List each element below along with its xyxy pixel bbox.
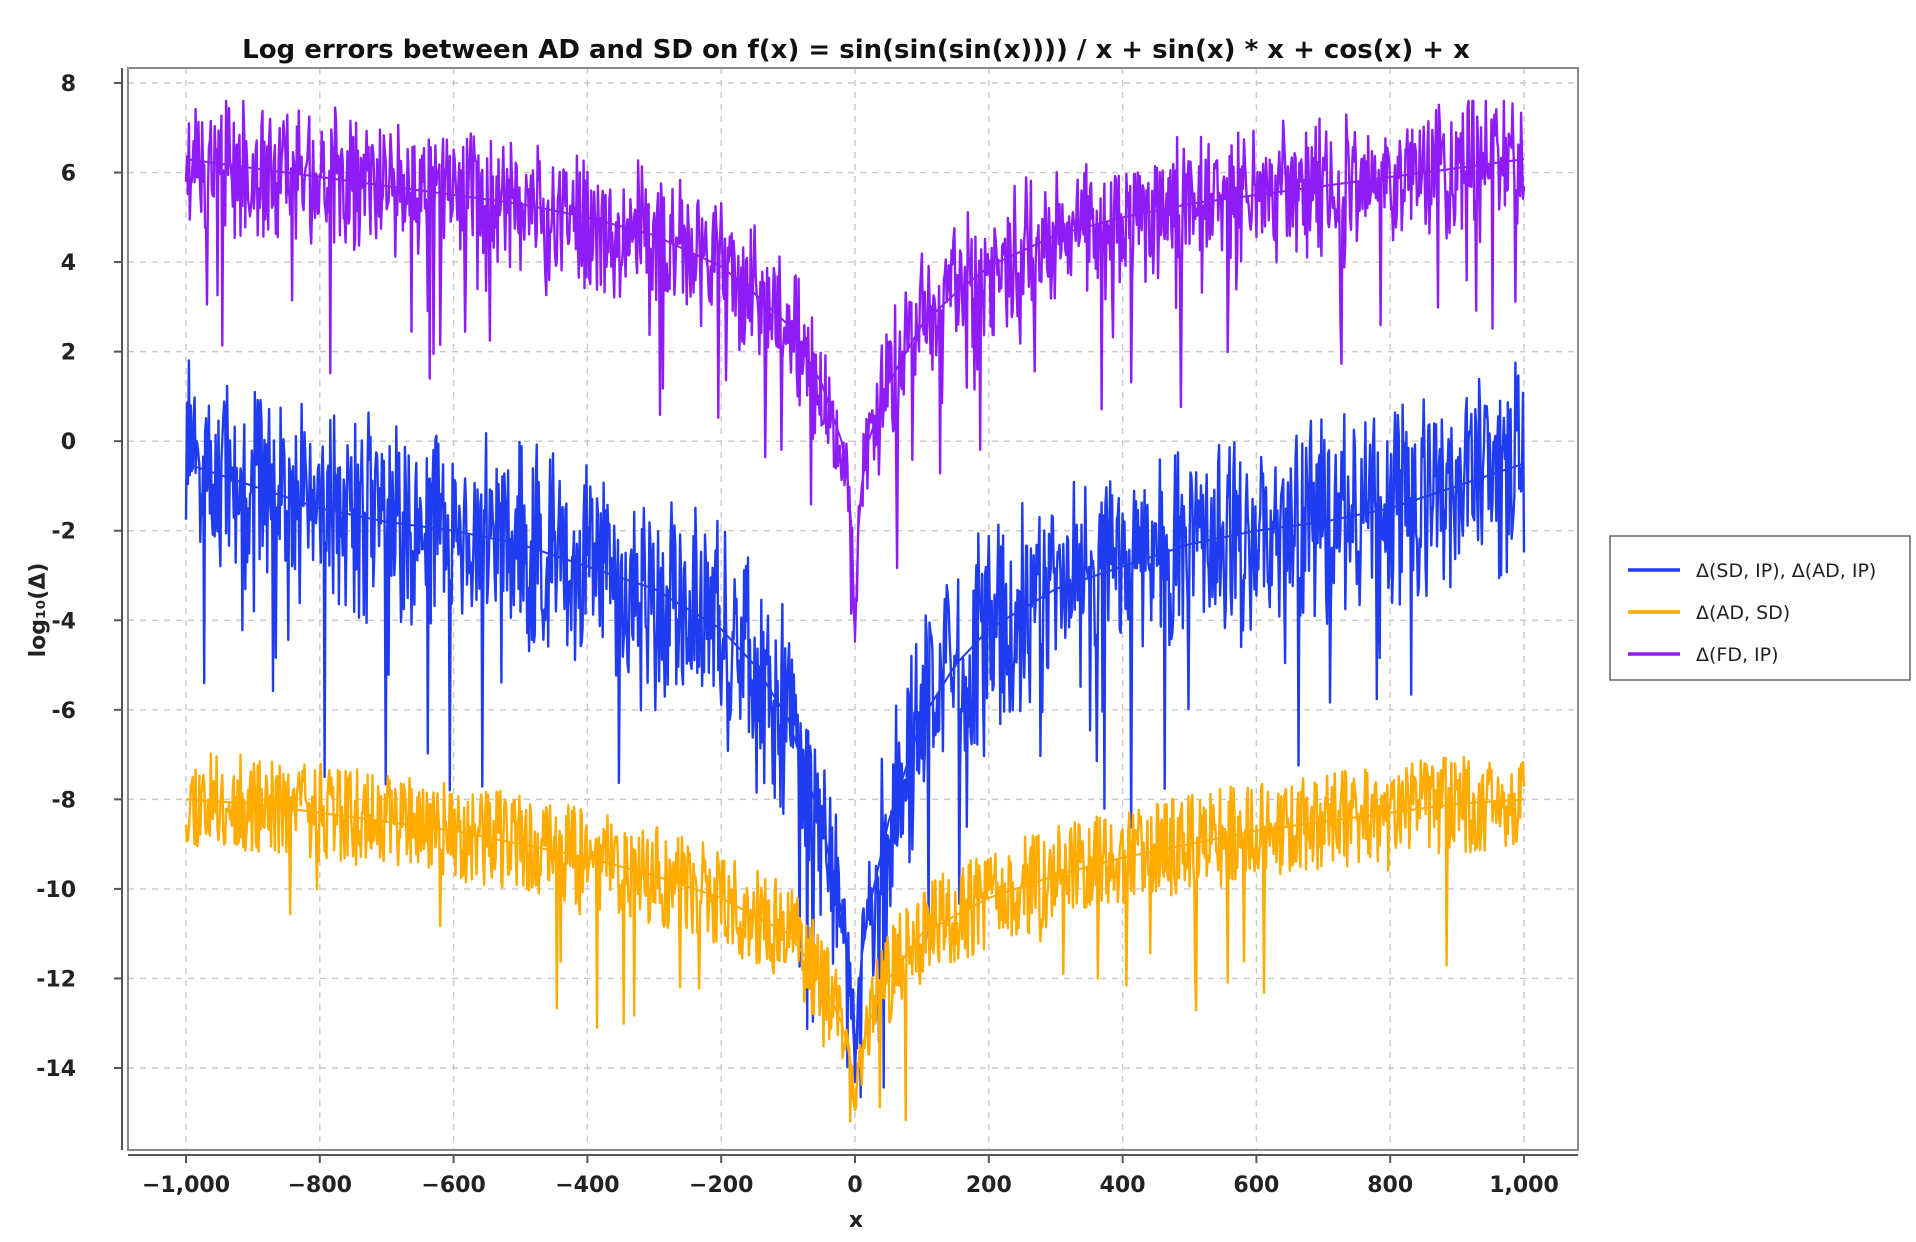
y-tick-label: -8 [52,788,76,813]
x-tick-label: 1,000 [1489,1173,1559,1198]
x-tick-label: 800 [1367,1173,1413,1198]
x-axis: −1,000 −800 −600 −400 −200 0 200 400 600 800 1,000 [128,1154,1578,1198]
x-tick-label: −800 [288,1173,352,1198]
legend: Δ(SD, IP), Δ(AD, IP) Δ(AD, SD) Δ(FD, IP) [1609,535,1911,681]
x-tick-label: 0 [847,1173,862,1198]
y-tick-label: -12 [36,967,76,992]
y-tick-label: -14 [36,1057,76,1082]
x-tick-label: 200 [966,1173,1012,1198]
y-tick-label: 2 [61,341,76,366]
x-tick-label: −1,000 [142,1173,230,1198]
x-tick-label: −200 [689,1173,753,1198]
x-axis-title: x [849,1208,863,1233]
series-line [184,359,1526,1099]
y-axis: 8 6 4 2 0 -2 -4 -6 -8 -10 -12 -14 [36,68,123,1150]
legend-label: Δ(FD, IP) [1696,644,1779,666]
x-tick-label: −600 [421,1173,485,1198]
legend-box [1609,535,1911,681]
y-tick-label: -4 [52,609,76,634]
chart-title: Log errors between AD and SD on f(x) = s… [242,35,1470,65]
x-tick-label: −400 [555,1173,619,1198]
y-tick-label: 0 [61,430,76,455]
y-tick-label: 8 [61,72,76,97]
y-tick-label: 4 [61,251,76,276]
y-tick-label: -10 [36,878,76,903]
series-line [184,752,1526,1123]
plot-area-border [127,67,1579,1151]
y-tick-label: -2 [52,520,76,545]
series-line [184,99,1526,633]
x-tick-label: 600 [1233,1173,1279,1198]
y-tick-label: -6 [52,699,76,724]
series-layer [184,99,1526,1123]
legend-label: Δ(AD, SD) [1696,602,1790,624]
legend-label: Δ(SD, IP), Δ(AD, IP) [1696,560,1876,582]
y-axis-title: log₁₀(Δ) [26,563,51,658]
x-tick-label: 400 [1100,1173,1146,1198]
y-tick-label: 6 [61,162,76,187]
